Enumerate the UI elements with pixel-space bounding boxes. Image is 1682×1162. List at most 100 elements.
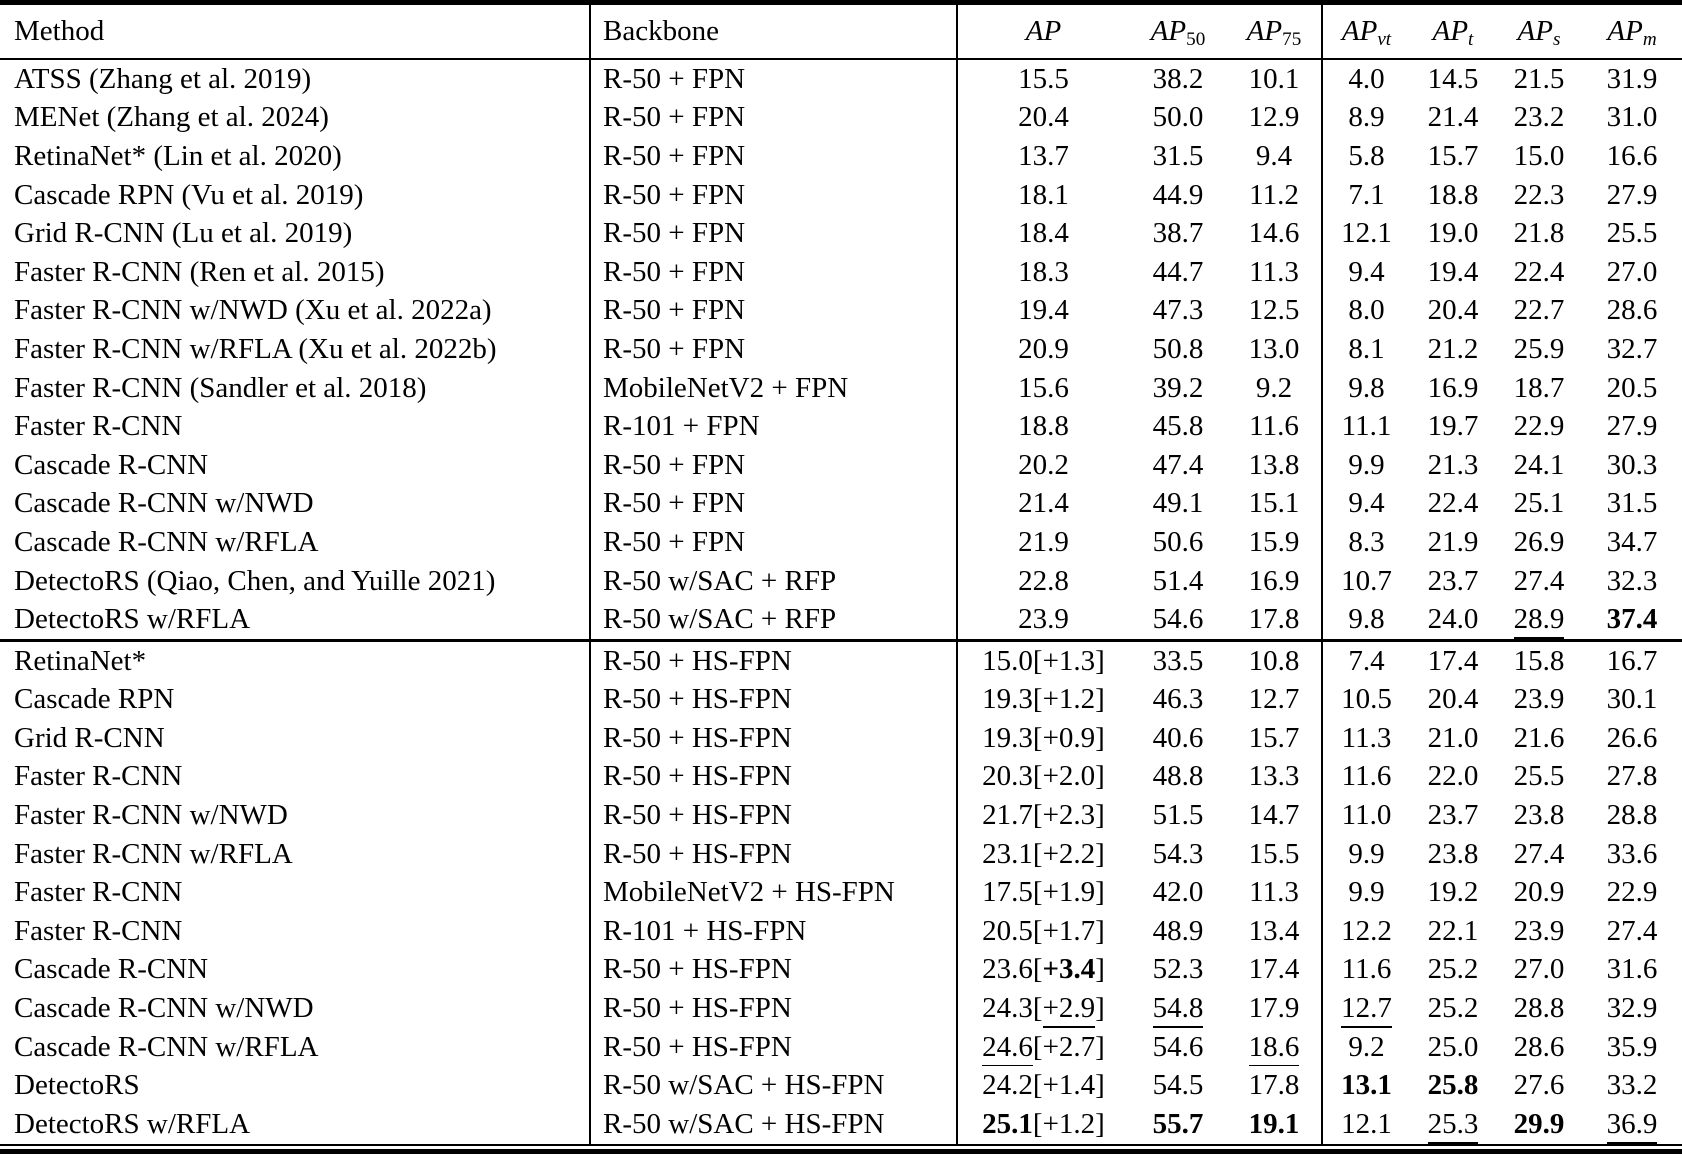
column-header-apvt: APvt <box>1321 2 1410 60</box>
metric-cell: 17.4 <box>1248 953 1300 986</box>
metric-cell: 23.8 <box>1513 799 1565 832</box>
metric-cell: 22.4 <box>1513 255 1565 288</box>
metric-cell: 31.9 <box>1606 62 1658 95</box>
metric-cell: 23.1[+2.2] <box>956 834 1129 874</box>
metric-cell: 9.2 <box>1321 1027 1410 1067</box>
method-cell: Grid R-CNN <box>14 721 165 754</box>
metric-cell: 19.3[+1.2] <box>956 680 1129 720</box>
metric-cell: 8.9 <box>1321 98 1410 138</box>
metric-cell: 47.3 <box>1152 294 1204 327</box>
metric-cell: 42.0 <box>1152 876 1204 909</box>
metric-cell: 22.9 <box>1606 876 1658 909</box>
table-row: Cascade R-CNN w/RFLA R-50 + FPN 21.9 50.6 15… <box>0 523 1682 562</box>
method-cell: Grid R-CNN (Lu et al. 2019) <box>14 217 353 250</box>
metric-value-segment: 37.4 <box>1606 603 1658 636</box>
metric-value-segment: 23.6 <box>982 953 1033 986</box>
table-row: DetectoRS w/RFLA R-50 w/SAC + HS-FPN 25.1[… <box>0 1105 1682 1145</box>
metric-cell: 28.6 <box>1513 1030 1565 1063</box>
metric-cell: 29.9 <box>1496 1105 1582 1145</box>
metric-cell: 12.2 <box>1321 912 1410 951</box>
metric-cell: 30.3 <box>1606 448 1658 481</box>
column-header-aps: APs <box>1496 2 1582 60</box>
metric-value-segment: [+2.3] <box>1032 799 1105 832</box>
metric-cell: 13.0 <box>1248 332 1300 365</box>
metric-cell: 16.7 <box>1582 638 1682 681</box>
metric-cell: 9.9 <box>1321 873 1410 913</box>
column-header-apm: APm <box>1582 2 1682 60</box>
metric-cell: 51.4 <box>1152 564 1204 597</box>
metric-cell: 37.4 <box>1582 600 1682 640</box>
metric-cell: 38.2 <box>1152 62 1204 95</box>
metric-cell: 20.3[+2.0] <box>956 757 1129 797</box>
method-cell: Faster R-CNN w/RFLA (Xu et al. 2022b) <box>14 332 497 365</box>
backbone-cell: R-50 w/SAC + HS-FPN <box>589 1066 957 1106</box>
table-row: Faster R-CNN w/RFLA (Xu et al. 2022b) R-5… <box>0 330 1682 369</box>
metric-cell: 20.5[+1.7] <box>956 912 1129 951</box>
method-cell: DetectoRS w/RFLA <box>14 603 251 636</box>
metric-cell: 21.5 <box>1513 62 1565 95</box>
metric-cell: 18.3 <box>956 252 1129 292</box>
metric-cell: 21.6 <box>1513 721 1565 754</box>
metric-cell: 11.2 <box>1249 178 1299 211</box>
metric-cell: 50.6 <box>1152 525 1204 558</box>
column-header-label: AP <box>1517 15 1553 47</box>
metric-cell: 14.7 <box>1248 799 1300 832</box>
metric-value-segment: [ <box>1032 953 1043 986</box>
metric-cell: 14.6 <box>1248 217 1300 250</box>
metric-cell: 13.8 <box>1248 448 1300 481</box>
backbone-cell: R-50 + FPN <box>589 445 957 485</box>
metric-cell: 9.4 <box>1321 484 1410 524</box>
metric-cell: 12.1 <box>1321 214 1410 253</box>
column-header-label: AP <box>1246 15 1283 47</box>
metric-cell: 21.4 <box>956 484 1129 524</box>
metric-cell: 36.9 <box>1582 1105 1682 1145</box>
metric-cell: 25.5 <box>1606 217 1658 250</box>
metric-cell: 10.7 <box>1321 561 1410 601</box>
table-row: Cascade R-CNN w/RFLA R-50 + HS-FPN 24.6[+2… <box>0 1027 1682 1067</box>
metric-value-segment: [+1.9] <box>1032 876 1105 909</box>
method-cell: Cascade RPN <box>14 683 175 716</box>
metric-cell: 7.1 <box>1321 175 1410 215</box>
metric-cell: 27.9 <box>1606 410 1658 443</box>
metric-cell: 8.3 <box>1321 523 1410 562</box>
metric-cell: 10.8 <box>1227 638 1322 681</box>
backbone-cell: R-50 + FPN <box>589 175 957 215</box>
metric-cell: 13.1 <box>1321 1066 1410 1106</box>
column-header-subscript: vt <box>1377 29 1392 51</box>
metric-cell: 33.5 <box>1129 638 1227 681</box>
table-row: Cascade R-CNN w/NWD R-50 + FPN 21.4 49.1 15.… <box>0 484 1682 524</box>
backbone-cell: R-50 + HS-FPN <box>589 638 957 681</box>
backbone-cell: R-50 + HS-FPN <box>589 680 957 720</box>
metric-cell: 14.5 <box>1427 62 1479 95</box>
metric-cell: 11.6 <box>1321 950 1410 990</box>
metric-cell: 13.7 <box>956 137 1129 176</box>
table-row: Faster R-CNN w/RFLA R-50 + HS-FPN 23.1[+2.… <box>0 834 1682 874</box>
metric-cell: 15.0 <box>1513 139 1565 172</box>
metric-value-segment: 24.3 <box>982 992 1033 1025</box>
metric-value-segment: 20.3 <box>982 760 1033 793</box>
method-cell: Faster R-CNN <box>14 760 183 793</box>
method-cell: RetinaNet* <box>0 638 590 681</box>
metric-cell: 27.0 <box>1513 953 1565 986</box>
metric-value-segment: 54.8 <box>1152 992 1204 1028</box>
backbone-cell: R-50 + HS-FPN <box>589 989 957 1028</box>
metric-value-segment: [ <box>1032 992 1043 1025</box>
metric-cell: 25.2 <box>1427 992 1479 1025</box>
metric-value-segment: [+0.9] <box>1032 721 1105 754</box>
table-row: Faster R-CNN R-101 + HS-FPN 20.5[+1.7] 48.9… <box>0 912 1682 951</box>
metric-cell: 54.5 <box>1152 1069 1204 1102</box>
metric-cell: 44.7 <box>1152 255 1204 288</box>
metric-cell: 23.2 <box>1513 101 1565 134</box>
column-header-ap75: AP75 <box>1227 2 1322 60</box>
metric-cell: 24.3[+2.9] <box>956 989 1129 1028</box>
metric-cell: 27.4 <box>1513 837 1565 870</box>
header-row: Method Backbone AP AP50 AP75 APvt APt APs APm <box>0 2 1682 60</box>
backbone-cell: R-50 + HS-FPN <box>589 950 957 990</box>
metric-cell: 54.3 <box>1152 837 1204 870</box>
metric-cell: 9.9 <box>1321 445 1410 485</box>
metric-cell: 18.8 <box>956 407 1129 446</box>
metric-cell: 21.8 <box>1513 217 1565 250</box>
metric-cell: 31.6 <box>1606 953 1658 986</box>
metric-cell: 25.2 <box>1427 953 1479 986</box>
